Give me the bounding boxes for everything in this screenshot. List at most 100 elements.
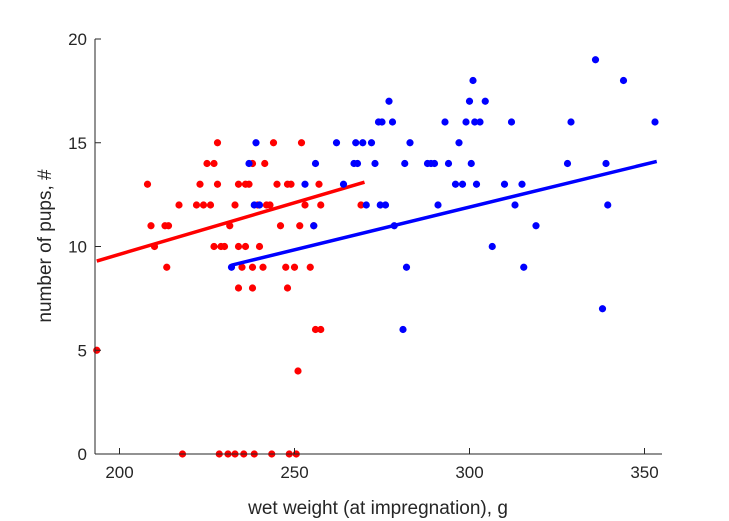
data-point-series1-26 — [234, 180, 243, 188]
data-point-series1-34 — [248, 284, 257, 292]
data-point-series2-19 — [376, 201, 384, 209]
data-point-series1-43 — [266, 201, 274, 209]
data-point-series1-61 — [311, 325, 320, 334]
data-point-series2-36 — [455, 139, 463, 147]
data-point-series1-35 — [248, 263, 257, 271]
data-point-series2-32 — [434, 201, 442, 209]
data-point-series1-65 — [357, 201, 365, 209]
data-point-series1-21 — [220, 242, 229, 251]
data-point-series2-40 — [467, 159, 475, 168]
data-point-series2-45 — [481, 97, 489, 105]
data-point-series1-6 — [163, 263, 171, 271]
data-point-series2-25 — [399, 325, 407, 334]
data-point-series2-4 — [252, 139, 260, 147]
fit-line-series1 — [96, 180, 365, 263]
data-point-series1-41 — [261, 159, 269, 168]
data-point-series2-35 — [451, 180, 460, 188]
x-tick-label-200: 200 — [105, 463, 133, 482]
data-point-series2-58 — [604, 201, 612, 209]
data-point-series2-37 — [458, 180, 467, 188]
data-point-series2-2 — [245, 159, 253, 168]
data-point-series1-3 — [147, 222, 155, 230]
data-point-series1-40 — [259, 263, 267, 271]
data-point-series2-27 — [402, 263, 411, 271]
data-point-series2-42 — [471, 118, 479, 126]
y-axis-label: number of pups, # — [35, 169, 56, 323]
data-point-series1-24 — [231, 201, 239, 209]
data-point-series2-46 — [488, 242, 496, 251]
data-point-series2-7 — [310, 222, 318, 230]
data-point-series1-11 — [196, 180, 204, 188]
data-point-series2-34 — [444, 159, 453, 168]
data-point-series2-3 — [250, 201, 258, 209]
data-point-series2-17 — [371, 159, 379, 168]
data-point-series1-64 — [317, 325, 325, 334]
data-point-series2-48 — [507, 118, 516, 126]
data-point-series1-53 — [290, 263, 299, 271]
data-point-series1-62 — [315, 180, 323, 188]
data-point-series2-6 — [301, 180, 309, 188]
data-point-series1-14 — [206, 201, 215, 209]
x-tick-label-250: 250 — [280, 463, 308, 482]
y-tick-label-0: 0 — [78, 445, 87, 464]
data-point-series2-10 — [339, 180, 348, 188]
data-point-series1-48 — [282, 263, 290, 271]
data-point-series1-28 — [234, 284, 243, 292]
data-point-series2-43 — [472, 180, 481, 188]
x-tick-label-300: 300 — [455, 463, 483, 482]
data-point-series1-57 — [297, 139, 306, 147]
data-point-series1-32 — [241, 242, 250, 251]
y-tick-label-15: 15 — [68, 134, 87, 153]
x-tick-label-350: 350 — [630, 463, 658, 482]
fit-line-series2 — [231, 159, 658, 267]
data-point-series1-17 — [213, 139, 222, 147]
data-point-series2-16 — [367, 139, 376, 147]
data-point-series2-52 — [532, 222, 540, 230]
data-point-series1-51 — [283, 284, 292, 292]
data-point-series1-59 — [306, 263, 314, 271]
data-point-series2-59 — [619, 76, 628, 85]
data-point-series2-51 — [520, 263, 528, 271]
data-point-series1-27 — [234, 242, 243, 251]
x-axis-label: wet weight (at impregnation), g — [247, 498, 508, 519]
y-tick-label-20: 20 — [68, 30, 87, 49]
y-tick-label-5: 5 — [78, 341, 87, 360]
data-point-series1-16 — [210, 242, 218, 251]
data-point-series2-5 — [255, 201, 264, 209]
data-point-series1-18 — [213, 180, 222, 188]
plot-area — [95, 39, 662, 454]
data-point-series1-15 — [210, 159, 218, 168]
data-point-series1-2 — [143, 180, 152, 188]
data-point-series2-50 — [518, 180, 526, 188]
data-point-series2-14 — [359, 139, 367, 147]
data-point-series1-63 — [317, 201, 325, 209]
data-point-series2-13 — [353, 159, 362, 168]
data-point-series1-12 — [199, 201, 208, 209]
data-point-series2-38 — [462, 118, 470, 126]
data-point-series1-58 — [301, 201, 309, 209]
data-point-series2-26 — [401, 159, 409, 168]
data-point-series1-10 — [192, 201, 201, 209]
data-point-series1-39 — [255, 242, 264, 251]
axis-ticks: 200 250 300 350 0 5 10 15 20 — [68, 30, 659, 482]
data-point-series1-47 — [276, 222, 285, 230]
data-point-series2-41 — [469, 76, 477, 85]
data-point-series2-28 — [406, 139, 414, 147]
data-point-series1-33 — [245, 180, 253, 188]
data-point-series1-52 — [287, 180, 295, 188]
data-point-series1-29 — [238, 263, 246, 271]
data-point-series1-55 — [294, 367, 302, 375]
data-point-series2-39 — [465, 97, 474, 105]
data-point-series2-8 — [311, 159, 320, 168]
data-point-series2-33 — [441, 118, 449, 126]
data-point-series2-53 — [563, 159, 572, 168]
data-marks — [93, 56, 659, 458]
data-point-series2-12 — [352, 139, 360, 147]
data-point-series1-8 — [175, 201, 183, 209]
data-point-series2-54 — [567, 118, 575, 126]
data-point-series2-20 — [378, 118, 386, 126]
data-point-series2-60 — [651, 118, 659, 126]
data-point-series2-55 — [591, 56, 600, 64]
data-point-series2-44 — [476, 118, 484, 126]
